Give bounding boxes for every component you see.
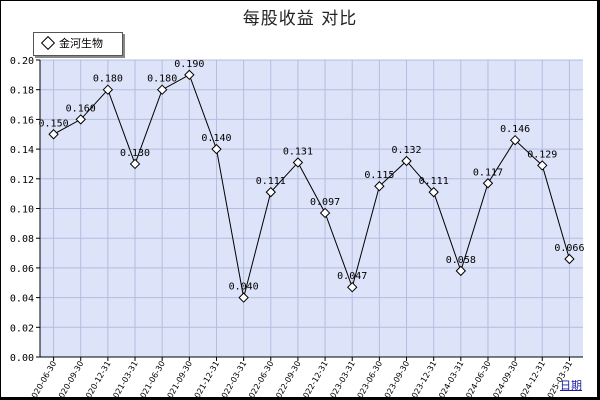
y-tick-label: 0.18 bbox=[10, 86, 34, 97]
data-label: 0.131 bbox=[283, 146, 313, 157]
legend-entry: 金河生物 bbox=[59, 37, 103, 50]
y-tick-label: 0.02 bbox=[10, 323, 34, 334]
data-label: 0.058 bbox=[446, 255, 476, 266]
data-point bbox=[238, 292, 249, 303]
y-tick-label: 0.04 bbox=[10, 294, 34, 305]
data-point bbox=[509, 134, 521, 146]
x-tick-label: 2023-03-31 bbox=[326, 360, 357, 400]
x-tick-label: 2023-09-30 bbox=[380, 360, 411, 400]
data-label: 0.111 bbox=[419, 176, 449, 187]
date-axis-link[interactable]: 日期 bbox=[560, 379, 582, 392]
data-point bbox=[319, 207, 331, 219]
data-label: 0.146 bbox=[500, 124, 530, 135]
data-point bbox=[564, 253, 575, 265]
y-tick-label: 0.16 bbox=[10, 115, 34, 126]
y-tick-label: 0.20 bbox=[10, 56, 34, 67]
y-tick-label: 0.12 bbox=[10, 175, 34, 186]
x-tick-label: 2021-12-31 bbox=[190, 360, 221, 400]
data-point bbox=[455, 265, 467, 277]
y-tick-label: 0.10 bbox=[10, 205, 34, 216]
data-point bbox=[48, 129, 59, 140]
data-label: 0.190 bbox=[174, 59, 204, 70]
data-point bbox=[156, 84, 168, 95]
x-tick-label: 2020-12-31 bbox=[82, 360, 113, 400]
legend: 金河生物 bbox=[33, 32, 123, 56]
x-tick-label: 2021-03-31 bbox=[109, 360, 140, 400]
data-label: 0.180 bbox=[93, 74, 123, 85]
data-label: 0.097 bbox=[310, 197, 340, 208]
series-line bbox=[53, 74, 570, 298]
data-point bbox=[211, 143, 222, 155]
data-point bbox=[292, 157, 304, 168]
data-point bbox=[184, 69, 195, 81]
x-tick-label: 2022-09-30 bbox=[272, 360, 303, 400]
data-point bbox=[129, 158, 141, 170]
diamond-marker-icon bbox=[40, 35, 56, 51]
y-tick-label: 0.08 bbox=[10, 234, 34, 245]
x-tick-label: 2021-06-30 bbox=[136, 360, 167, 400]
x-tick-label: 2022-12-31 bbox=[299, 360, 330, 400]
data-label: 0.132 bbox=[391, 145, 421, 156]
data-label: 0.111 bbox=[256, 176, 286, 187]
data-point bbox=[75, 114, 86, 125]
y-tick-label: 0.06 bbox=[10, 264, 34, 275]
x-tick-label: 2022-03-31 bbox=[217, 360, 248, 400]
data-label: 0.130 bbox=[120, 148, 150, 159]
x-tick-label: 2023-12-31 bbox=[407, 360, 438, 400]
x-tick-label: 2022-06-30 bbox=[244, 360, 275, 400]
data-label: 0.066 bbox=[554, 243, 584, 254]
x-tick-label: 2020-06-30 bbox=[27, 360, 58, 400]
data-label: 0.115 bbox=[364, 170, 394, 181]
data-point bbox=[374, 181, 385, 192]
data-point bbox=[428, 186, 439, 198]
data-label: 0.129 bbox=[527, 149, 557, 160]
data-label: 0.040 bbox=[229, 282, 259, 293]
chart-title: 每股收益 对比 bbox=[242, 9, 358, 29]
data-point bbox=[102, 84, 114, 95]
data-point bbox=[265, 186, 276, 198]
data-label: 0.150 bbox=[39, 118, 69, 129]
data-point bbox=[537, 160, 548, 171]
x-tick-label: 2024-06-30 bbox=[462, 359, 493, 400]
y-tick-label: 0.00 bbox=[10, 353, 34, 364]
x-tick-label: 2020-09-30 bbox=[54, 360, 85, 400]
data-label: 0.117 bbox=[473, 167, 503, 178]
x-tick-label: 2024-03-31 bbox=[435, 360, 466, 400]
data-label: 0.180 bbox=[147, 74, 177, 85]
x-tick-label: 2024-12-31 bbox=[516, 360, 547, 400]
data-label: 0.160 bbox=[66, 103, 96, 114]
data-point bbox=[401, 155, 412, 167]
x-tick-label: 2024-09-30 bbox=[489, 360, 520, 400]
data-label: 0.140 bbox=[201, 133, 231, 144]
x-tick-label: 2021-09-30 bbox=[163, 360, 194, 400]
data-point bbox=[347, 281, 358, 293]
data-point bbox=[482, 178, 494, 189]
x-tick-label: 2023-06-30 bbox=[353, 360, 384, 400]
y-tick-label: 0.14 bbox=[10, 145, 34, 156]
data-label: 0.047 bbox=[337, 271, 367, 282]
